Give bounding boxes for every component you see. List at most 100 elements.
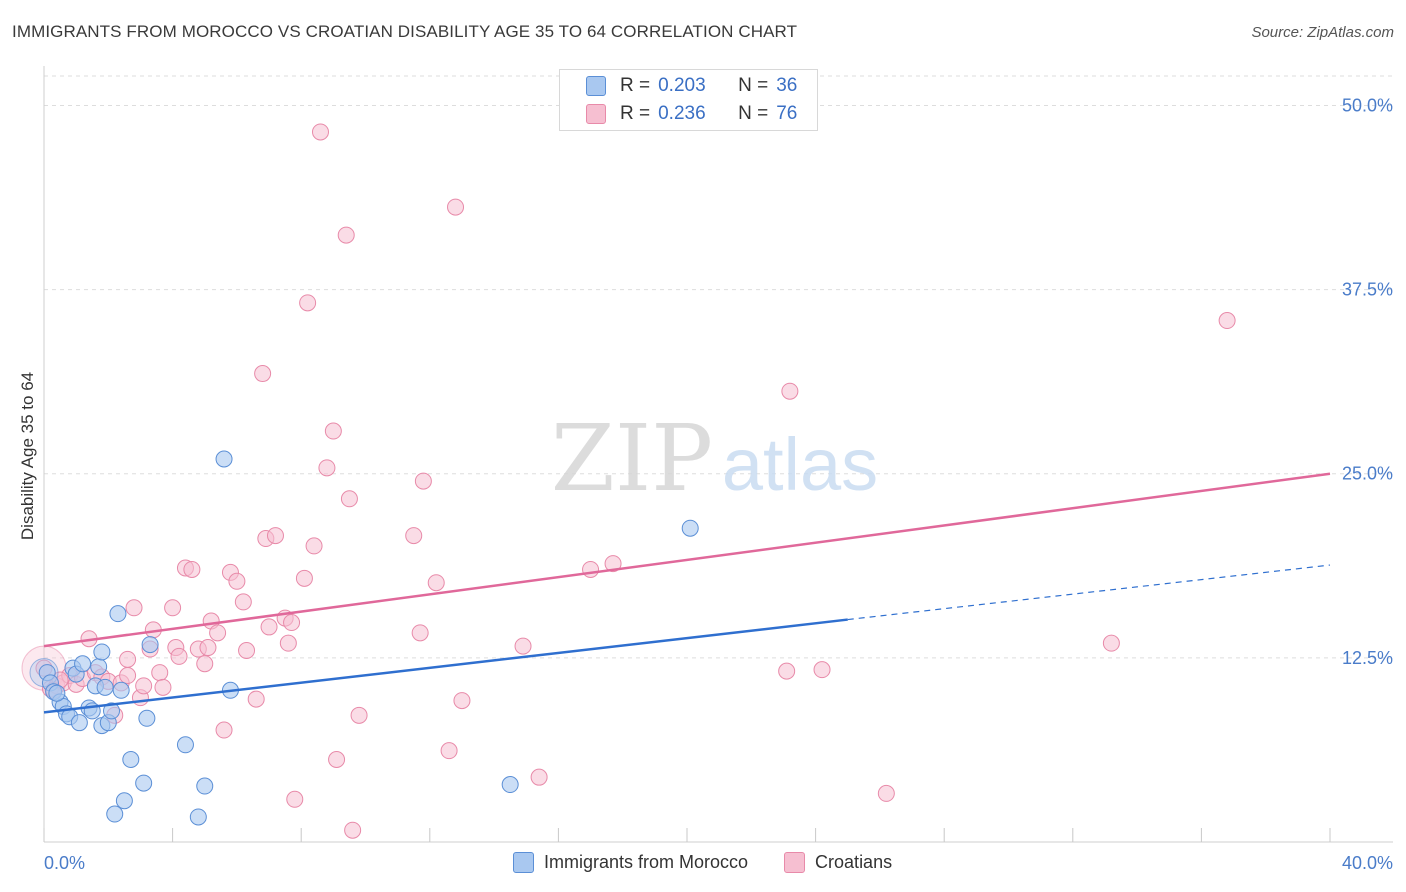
croatian-n-value: 76 — [776, 103, 798, 124]
croatian-point — [234, 593, 252, 611]
croatian-point — [286, 790, 304, 808]
series-legend: Immigrants from Morocco Croatians — [513, 852, 928, 873]
croatian-point — [170, 647, 188, 665]
croatian-r-value: 0.236 — [658, 103, 706, 124]
morocco-swatch — [586, 76, 606, 96]
croatian-point — [411, 624, 429, 642]
y-tick-label: 25.0% — [1342, 464, 1393, 484]
croatian-point — [125, 599, 143, 617]
morocco-point — [112, 681, 130, 699]
morocco-point — [115, 792, 133, 810]
morocco-point — [681, 519, 699, 537]
morocco-point — [501, 776, 519, 794]
croatian-point — [604, 555, 622, 573]
stats-row-morocco: R = 0.203 N = 36 — [586, 74, 797, 98]
morocco-point — [90, 658, 108, 676]
trend-lines — [43, 472, 1331, 714]
morocco-point — [48, 684, 66, 702]
croatian-point — [318, 459, 336, 477]
morocco-n-label: N = — [738, 75, 769, 96]
croatian-point — [215, 721, 233, 739]
morocco-r-value: 0.203 — [658, 75, 706, 96]
croatian-r-label: R = — [620, 103, 651, 124]
croatian-point — [119, 667, 137, 685]
morocco-point — [176, 736, 194, 754]
morocco-point — [215, 450, 233, 468]
legend-item-morocco[interactable]: Immigrants from Morocco — [513, 852, 748, 873]
morocco-point — [122, 751, 140, 769]
tick-labels: 12.5% 25.0% 37.5% 50.0% 0.0% 40.0% — [44, 95, 1393, 873]
source-credit: Source: ZipAtlas.com — [1251, 24, 1394, 41]
croatian-point — [260, 618, 278, 636]
y-tick-label: 12.5% — [1342, 648, 1393, 668]
morocco-point — [109, 605, 127, 623]
croatian-point — [427, 574, 445, 592]
watermark-atlas: atlas — [722, 423, 878, 506]
axes — [43, 66, 1393, 843]
croatian-point — [266, 527, 284, 545]
morocco-point — [106, 805, 124, 823]
watermark: ZIP atlas — [551, 405, 878, 512]
croatian-point — [247, 690, 265, 708]
croatian-point — [1218, 312, 1236, 330]
croatian-point — [324, 422, 342, 440]
croatian-point — [196, 655, 214, 673]
morocco-point — [103, 702, 121, 720]
croatian-point — [311, 123, 329, 141]
croatian-point — [453, 692, 471, 710]
croatian-point — [305, 537, 323, 555]
croatian-point — [440, 742, 458, 760]
morocco-points — [29, 450, 699, 826]
croatian-point — [154, 678, 172, 696]
legend-croatian-swatch — [784, 852, 806, 873]
morocco-point — [96, 678, 114, 696]
croatian-point — [337, 226, 355, 244]
croatian-point — [238, 642, 256, 659]
legend-croatian-label: Croatians — [815, 852, 893, 872]
croatian-point — [582, 560, 600, 578]
croatian-n-label: N = — [738, 103, 769, 124]
stats-legend: R = 0.203 N = 36 R = 0.236 N = 76 — [559, 69, 818, 131]
morocco-point — [74, 655, 92, 673]
croatian-point — [340, 490, 358, 508]
morocco-point — [70, 714, 88, 732]
croatian-point — [530, 768, 548, 786]
legend-item-croatian[interactable]: Croatians — [784, 852, 892, 873]
croatian-point — [283, 614, 301, 632]
croatian-point — [135, 677, 153, 695]
croatian-point — [328, 751, 346, 769]
morocco-point — [93, 643, 111, 661]
croatian-point — [447, 198, 465, 216]
croatian-point — [254, 365, 272, 383]
morocco-point — [138, 709, 156, 727]
croatian-point — [209, 624, 227, 642]
y-tick-label: 50.0% — [1342, 95, 1393, 115]
croatian-point — [151, 664, 169, 682]
croatian-point — [279, 634, 297, 652]
morocco-point — [141, 636, 159, 654]
croatian-point — [877, 784, 895, 802]
croatian-point — [228, 572, 246, 590]
croatian-point — [344, 821, 362, 839]
croatian-point — [414, 472, 432, 490]
legend-morocco-swatch — [513, 852, 534, 873]
croatian-point — [405, 527, 423, 545]
y-tick-label: 37.5% — [1342, 280, 1393, 300]
morocco-point — [189, 808, 207, 826]
morocco-trend-extension — [847, 564, 1331, 621]
croatian-point — [350, 706, 368, 724]
croatian-point — [813, 661, 831, 679]
legend-morocco-label: Immigrants from Morocco — [544, 852, 749, 872]
gridlines — [44, 75, 1393, 659]
x-tick-label-max: 40.0% — [1342, 853, 1393, 873]
croatian-trend-line — [43, 472, 1331, 648]
croatian-point — [295, 569, 313, 587]
morocco-trend-line — [43, 618, 848, 714]
x-tick-label-min: 0.0% — [44, 853, 85, 873]
croatian-point — [781, 382, 799, 400]
croatian-point — [119, 650, 137, 668]
chart-title: IMMIGRANTS FROM MOROCCO VS CROATIAN DISA… — [12, 22, 798, 41]
croatian-swatch — [586, 104, 606, 124]
croatian-point — [164, 599, 182, 617]
